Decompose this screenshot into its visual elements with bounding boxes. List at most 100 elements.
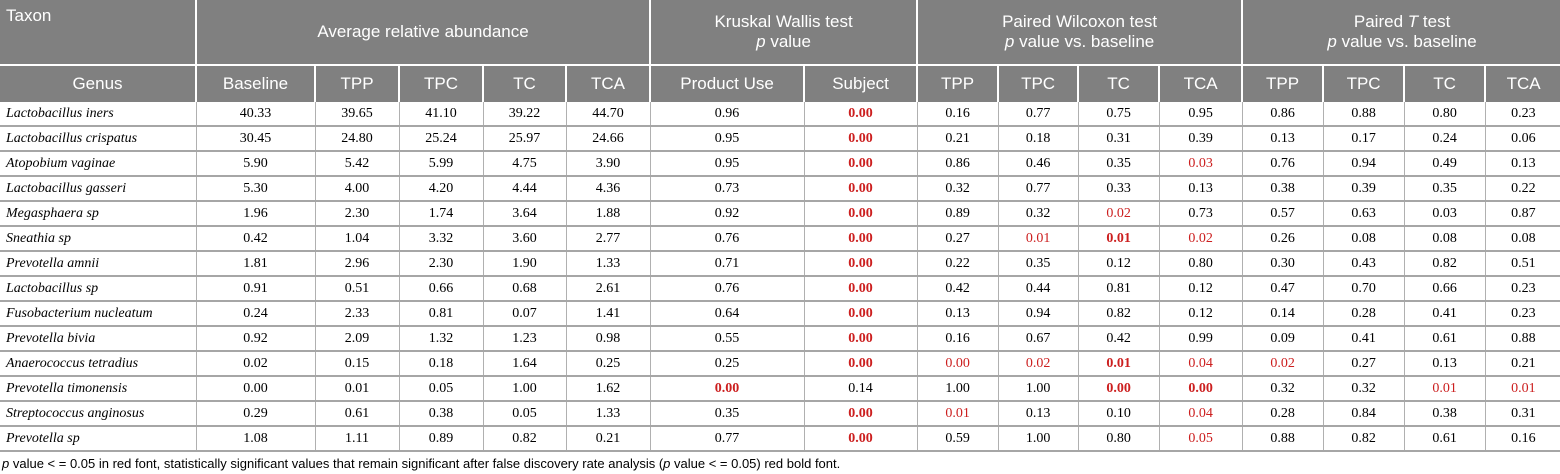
value-cell: 2.30 bbox=[314, 201, 399, 227]
value-cell: 0.28 bbox=[1241, 401, 1324, 427]
value-cell: 0.32 bbox=[1241, 376, 1324, 402]
value-cell: 0.42 bbox=[195, 226, 315, 252]
table-row: Streptococcus anginosus 0.29 0.61 0.38 0.05 1… bbox=[0, 401, 1560, 427]
value-cell: 0.87 bbox=[1484, 201, 1560, 227]
column-header: TPC bbox=[1323, 65, 1406, 102]
value-cell: 0.27 bbox=[1322, 351, 1405, 377]
genus-cell: Lactobacillus crispatus bbox=[0, 126, 196, 152]
value-cell: 0.24 bbox=[195, 301, 315, 327]
column-header: Subject bbox=[804, 65, 919, 102]
value-cell: 0.82 bbox=[1077, 301, 1160, 327]
value-cell: 0.00 bbox=[916, 351, 999, 377]
value-cell: 4.36 bbox=[565, 176, 651, 202]
value-cell: 0.39 bbox=[1158, 126, 1243, 152]
value-cell: 0.59 bbox=[916, 426, 999, 452]
value-cell: 0.27 bbox=[916, 226, 999, 252]
value-cell: 0.29 bbox=[195, 401, 315, 427]
value-cell: 0.10 bbox=[1077, 401, 1160, 427]
results-table: Taxon Average relative abundance Kruskal… bbox=[0, 0, 1560, 452]
value-cell: 0.00 bbox=[803, 226, 918, 252]
value-cell: 2.33 bbox=[314, 301, 399, 327]
column-header: TC bbox=[483, 65, 567, 102]
column-header: TCA bbox=[566, 65, 652, 102]
column-header: TPP bbox=[1242, 65, 1325, 102]
value-cell: 0.04 bbox=[1158, 401, 1243, 427]
value-cell: 0.07 bbox=[482, 301, 566, 327]
value-cell: 0.25 bbox=[565, 351, 651, 377]
value-cell: 0.26 bbox=[1241, 226, 1324, 252]
value-cell: 24.66 bbox=[565, 126, 651, 152]
value-cell: 0.16 bbox=[916, 102, 999, 127]
value-cell: 0.01 bbox=[314, 376, 399, 402]
value-cell: 0.00 bbox=[195, 376, 315, 402]
value-cell: 0.21 bbox=[1484, 351, 1560, 377]
table-body: Lactobacillus iners 40.33 39.65 41.10 39.22 4… bbox=[0, 102, 1560, 452]
value-cell: 0.05 bbox=[482, 401, 566, 427]
value-cell: 0.88 bbox=[1484, 326, 1560, 352]
value-cell: 4.00 bbox=[314, 176, 399, 202]
column-header: Product Use bbox=[650, 65, 806, 102]
value-cell: 0.12 bbox=[1158, 276, 1243, 302]
value-cell: 0.02 bbox=[195, 351, 315, 377]
value-cell: 0.82 bbox=[1322, 426, 1405, 452]
value-cell: 0.00 bbox=[1158, 376, 1243, 402]
value-cell: 0.24 bbox=[1403, 126, 1486, 152]
value-cell: 0.00 bbox=[803, 151, 918, 177]
column-header-row: Genus Baseline TPP TPC TC TCA Product Use Subje… bbox=[0, 65, 1560, 102]
table-row: Atopobium vaginae 5.90 5.42 5.99 4.75 3.90 0.9… bbox=[0, 151, 1560, 177]
value-cell: 0.01 bbox=[1403, 376, 1486, 402]
value-cell: 0.89 bbox=[916, 201, 999, 227]
value-cell: 1.62 bbox=[565, 376, 651, 402]
value-cell: 0.22 bbox=[1484, 176, 1560, 202]
value-cell: 39.22 bbox=[482, 102, 566, 127]
column-header: TC bbox=[1078, 65, 1161, 102]
value-cell: 39.65 bbox=[314, 102, 399, 127]
value-cell: 0.13 bbox=[1241, 126, 1324, 152]
value-cell: 0.96 bbox=[649, 102, 805, 127]
genus-cell: Prevotella bivia bbox=[0, 326, 196, 352]
value-cell: 5.30 bbox=[195, 176, 315, 202]
value-cell: 0.43 bbox=[1322, 251, 1405, 277]
value-cell: 1.00 bbox=[997, 426, 1079, 452]
value-cell: 0.32 bbox=[1322, 376, 1405, 402]
value-cell: 0.00 bbox=[803, 426, 918, 452]
value-cell: 0.92 bbox=[649, 201, 805, 227]
value-cell: 0.28 bbox=[1322, 301, 1405, 327]
value-cell: 1.11 bbox=[314, 426, 399, 452]
value-cell: 0.80 bbox=[1403, 102, 1486, 127]
value-cell: 0.02 bbox=[1241, 351, 1324, 377]
table-row: Megasphaera sp 1.96 2.30 1.74 3.64 1.88 0.92 0.… bbox=[0, 201, 1560, 227]
value-cell: 4.20 bbox=[398, 176, 483, 202]
value-cell: 0.23 bbox=[1484, 102, 1560, 127]
value-cell: 0.15 bbox=[314, 351, 399, 377]
value-cell: 0.38 bbox=[1241, 176, 1324, 202]
value-cell: 0.88 bbox=[1322, 102, 1405, 127]
value-cell: 1.33 bbox=[565, 401, 651, 427]
value-cell: 3.64 bbox=[482, 201, 566, 227]
genus-cell: Lactobacillus sp bbox=[0, 276, 196, 302]
column-header: TCA bbox=[1485, 65, 1560, 102]
value-cell: 0.39 bbox=[1322, 176, 1405, 202]
value-cell: 0.09 bbox=[1241, 326, 1324, 352]
value-cell: 0.86 bbox=[916, 151, 999, 177]
value-cell: 4.75 bbox=[482, 151, 566, 177]
value-cell: 0.31 bbox=[1484, 401, 1560, 427]
value-cell: 0.41 bbox=[1403, 301, 1486, 327]
value-cell: 0.81 bbox=[1077, 276, 1160, 302]
value-cell: 0.18 bbox=[398, 351, 483, 377]
value-cell: 0.14 bbox=[1241, 301, 1324, 327]
value-cell: 0.70 bbox=[1322, 276, 1405, 302]
table-row: Fusobacterium nucleatum 0.24 2.33 0.81 0.07 1… bbox=[0, 301, 1560, 327]
table-row: Lactobacillus crispatus 30.45 24.80 25.24 25… bbox=[0, 126, 1560, 152]
column-header: TPP bbox=[315, 65, 400, 102]
value-cell: 0.18 bbox=[997, 126, 1079, 152]
value-cell: 1.00 bbox=[997, 376, 1079, 402]
value-cell: 1.00 bbox=[916, 376, 999, 402]
table-row: Lactobacillus gasseri 5.30 4.00 4.20 4.44 4.3… bbox=[0, 176, 1560, 202]
t-test-header: Paired T test p value vs. baseline bbox=[1242, 0, 1560, 66]
value-cell: 0.05 bbox=[1158, 426, 1243, 452]
value-cell: 0.81 bbox=[398, 301, 483, 327]
genus-cell: Megasphaera sp bbox=[0, 201, 196, 227]
value-cell: 0.12 bbox=[1158, 301, 1243, 327]
value-cell: 1.90 bbox=[482, 251, 566, 277]
